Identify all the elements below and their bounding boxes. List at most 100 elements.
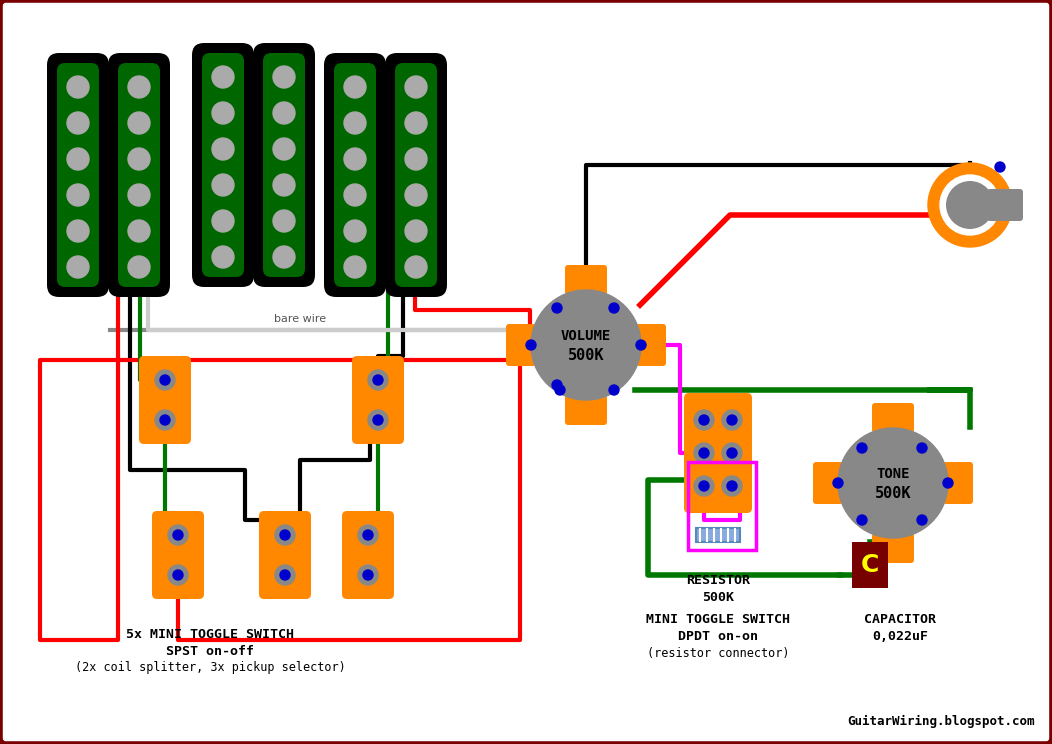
Circle shape — [274, 210, 295, 232]
Circle shape — [940, 175, 1000, 235]
FancyBboxPatch shape — [108, 53, 170, 297]
FancyBboxPatch shape — [394, 63, 437, 287]
Circle shape — [373, 375, 383, 385]
Circle shape — [213, 210, 234, 232]
Circle shape — [128, 148, 150, 170]
Circle shape — [358, 565, 378, 585]
Circle shape — [526, 340, 537, 350]
Circle shape — [274, 138, 295, 160]
Circle shape — [344, 256, 366, 278]
Circle shape — [274, 66, 295, 88]
Text: 0,022uF: 0,022uF — [872, 630, 928, 643]
FancyBboxPatch shape — [57, 63, 99, 287]
Circle shape — [722, 476, 742, 496]
FancyBboxPatch shape — [988, 190, 1021, 220]
Circle shape — [344, 112, 366, 134]
Circle shape — [67, 148, 89, 170]
Circle shape — [857, 515, 867, 525]
Text: RESISTOR: RESISTOR — [686, 574, 750, 587]
Text: MINI TOGGLE SWITCH: MINI TOGGLE SWITCH — [646, 613, 790, 626]
Circle shape — [67, 76, 89, 98]
Circle shape — [531, 290, 641, 400]
FancyBboxPatch shape — [139, 356, 191, 444]
Circle shape — [344, 220, 366, 242]
FancyBboxPatch shape — [151, 511, 204, 599]
Circle shape — [946, 181, 994, 229]
FancyBboxPatch shape — [263, 53, 305, 277]
FancyBboxPatch shape — [352, 356, 404, 444]
Circle shape — [344, 184, 366, 206]
Circle shape — [694, 443, 714, 463]
Circle shape — [857, 443, 867, 453]
FancyBboxPatch shape — [565, 395, 607, 425]
Circle shape — [128, 220, 150, 242]
Circle shape — [160, 415, 170, 425]
Circle shape — [67, 112, 89, 134]
Text: 500K: 500K — [568, 347, 604, 362]
Circle shape — [358, 525, 378, 545]
Text: DPDT on-on: DPDT on-on — [677, 630, 758, 643]
FancyBboxPatch shape — [259, 511, 311, 599]
Circle shape — [160, 375, 170, 385]
Circle shape — [363, 530, 373, 540]
Circle shape — [636, 340, 646, 350]
Circle shape — [155, 370, 175, 390]
Text: C: C — [861, 553, 879, 577]
Circle shape — [609, 385, 619, 395]
Circle shape — [213, 66, 234, 88]
Circle shape — [368, 370, 388, 390]
Circle shape — [213, 102, 234, 124]
FancyBboxPatch shape — [385, 53, 447, 297]
Circle shape — [280, 530, 290, 540]
Circle shape — [405, 112, 427, 134]
FancyBboxPatch shape — [118, 63, 160, 287]
Circle shape — [405, 256, 427, 278]
FancyBboxPatch shape — [342, 511, 394, 599]
Circle shape — [213, 138, 234, 160]
Circle shape — [838, 428, 948, 538]
FancyBboxPatch shape — [333, 63, 376, 287]
Circle shape — [363, 570, 373, 580]
Circle shape — [405, 76, 427, 98]
Circle shape — [67, 220, 89, 242]
Circle shape — [943, 478, 953, 488]
Circle shape — [173, 570, 183, 580]
Circle shape — [213, 174, 234, 196]
FancyBboxPatch shape — [252, 43, 315, 287]
Circle shape — [168, 565, 188, 585]
Circle shape — [699, 481, 709, 491]
FancyBboxPatch shape — [202, 53, 244, 277]
Circle shape — [917, 443, 927, 453]
Circle shape — [699, 415, 709, 425]
FancyBboxPatch shape — [506, 324, 537, 366]
FancyBboxPatch shape — [684, 393, 752, 513]
Circle shape — [344, 148, 366, 170]
Circle shape — [274, 174, 295, 196]
Circle shape — [368, 410, 388, 430]
Circle shape — [128, 112, 150, 134]
Circle shape — [946, 181, 994, 229]
Circle shape — [405, 148, 427, 170]
Circle shape — [694, 410, 714, 430]
Circle shape — [928, 163, 1012, 247]
Circle shape — [722, 410, 742, 430]
FancyBboxPatch shape — [696, 528, 740, 542]
Circle shape — [67, 184, 89, 206]
Text: VOLUME: VOLUME — [561, 329, 611, 343]
Circle shape — [344, 76, 366, 98]
Text: 500K: 500K — [875, 486, 911, 501]
Circle shape — [373, 415, 383, 425]
Circle shape — [405, 184, 427, 206]
Circle shape — [280, 570, 290, 580]
Circle shape — [67, 256, 89, 278]
Circle shape — [128, 76, 150, 98]
Text: bare wire: bare wire — [274, 314, 326, 324]
Text: TONE: TONE — [876, 467, 910, 481]
Circle shape — [128, 184, 150, 206]
Text: (resistor connector): (resistor connector) — [647, 647, 789, 660]
Circle shape — [173, 530, 183, 540]
Circle shape — [609, 303, 619, 313]
Circle shape — [128, 256, 150, 278]
Text: 5x MINI TOGGLE SWITCH: 5x MINI TOGGLE SWITCH — [126, 628, 294, 641]
Circle shape — [274, 102, 295, 124]
